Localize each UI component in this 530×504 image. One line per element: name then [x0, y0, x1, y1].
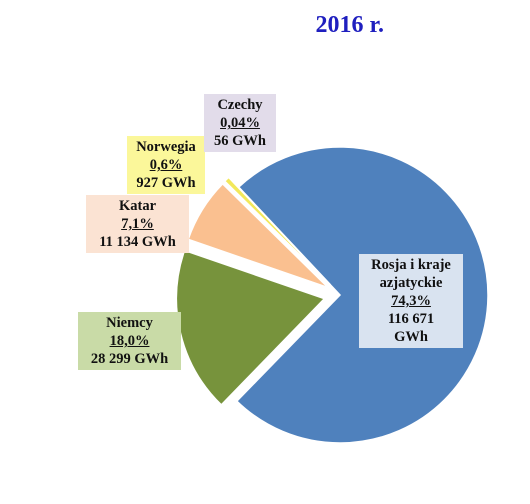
data-label-czechy: Czechy 0,04% 56 GWh: [204, 94, 276, 152]
chart-title: 2016 r.: [315, 12, 384, 38]
data-label-niemcy: Niemcy 18,0% 28 299 GWh: [78, 312, 181, 370]
label-percent: 7,1%: [121, 216, 154, 232]
label-unit: GWh: [394, 329, 428, 345]
label-name: Niemcy: [106, 315, 153, 331]
label-value: 28 299 GWh: [90, 351, 169, 367]
data-label-rosja: Rosja i kraje azjatyckie 74,3% 116 671 G…: [359, 254, 463, 348]
label-name: Norwegia: [136, 139, 196, 155]
label-percent: 0,04%: [220, 115, 260, 131]
label-percent: 0,6%: [149, 157, 183, 173]
data-label-norwegia: Norwegia 0,6% 927 GWh: [127, 136, 205, 194]
label-value: 11 134 GWh: [99, 234, 176, 250]
label-name: Rosja i kraje azjatyckie: [371, 257, 451, 291]
label-value: 56 GWh: [214, 133, 266, 149]
label-name: Katar: [118, 198, 157, 214]
label-value: 116 671: [387, 311, 435, 327]
data-label-katar: Katar 7,1% 11 134 GWh: [86, 195, 189, 253]
label-percent: 18,0%: [109, 333, 150, 349]
slice-czechy: [227, 175, 331, 286]
label-name: Czechy: [217, 97, 263, 113]
label-percent: 74,3%: [391, 293, 431, 309]
label-value: 927 GWh: [136, 175, 196, 191]
